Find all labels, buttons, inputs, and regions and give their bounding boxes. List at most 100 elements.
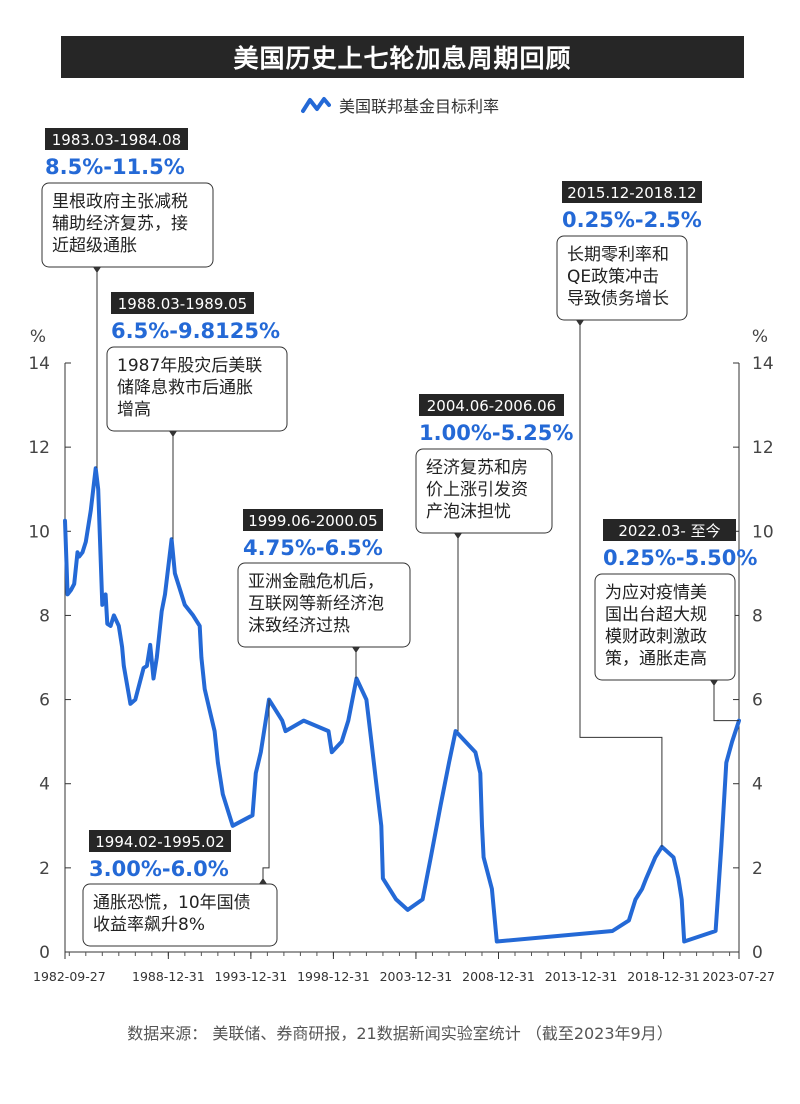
period-label: 1999.06-2000.05: [248, 512, 377, 530]
period-label: 1994.02-1995.02: [95, 833, 224, 851]
y-unit-left: %: [30, 327, 46, 347]
annotation-note-line: 长期零利率和: [567, 245, 669, 265]
x-tick-label: 1998-12-31: [297, 969, 370, 984]
x-tick-label: 2008-12-31: [462, 969, 535, 984]
y-tick-label-right: 6: [752, 691, 763, 711]
y-tick-label-left: 4: [39, 775, 50, 795]
annotation-group-1: 1983.03-1984.08 8.5%-11.5% 里根政府主张减税辅助经济复苏，…: [41, 128, 214, 469]
y-tick-label-right: 2: [752, 859, 763, 879]
x-tick-label: 1982-09-27: [33, 969, 106, 984]
y-tick-label-right: 8: [752, 606, 763, 626]
y-tick-label-right: 10: [752, 522, 774, 542]
annotation-note: 通胀恐慌，10年国债收益率飙升8%: [93, 893, 251, 935]
annotation-note-line: QE政策冲击: [567, 267, 659, 287]
period-label: 2004.06-2006.06: [427, 397, 556, 415]
connector-pointer: [259, 878, 267, 884]
annotation-note-line: 储降息救市后通胀: [117, 378, 253, 398]
zigzag-line-icon: [300, 97, 331, 113]
y-tick-label-right: 0: [752, 943, 763, 963]
annotation-note-line: 近超级通胀: [52, 236, 137, 256]
period-tag: [111, 292, 254, 314]
annotation-note-line: 收益率飙升8%: [93, 915, 205, 935]
connector-pointer: [93, 267, 101, 273]
rate-range-label: 1.00%-5.25%: [419, 421, 573, 445]
annotation-connector: [713, 680, 739, 722]
x-tick-label: 2023-07-27: [702, 969, 775, 984]
annotation-box: [415, 448, 553, 534]
x-tick-label: 2003-12-31: [380, 969, 453, 984]
annotation-note-line: 1987年股灾后美联: [117, 356, 262, 376]
annotation-note: 长期零利率和 QE政策冲击导致债务增长: [567, 245, 669, 309]
annotation-note-line: 模财政刺激政: [605, 627, 707, 647]
annotation-group-6: 2015.12-2018.12 0.25%-2.5% 长期零利率和 QE政策冲击导致债…: [556, 181, 702, 847]
annotation-note: 1987年股灾后美联储降息救市后通胀增高: [117, 356, 262, 420]
legend-label: 美国联邦基金目标利率: [338, 97, 499, 116]
x-tick-label: 2013-12-31: [545, 969, 618, 984]
annotation-note-line: 价上涨引发资: [426, 480, 528, 500]
y-tick-label-left: 10: [28, 522, 50, 542]
annotation-note-line: 互联网等新经济泡: [248, 594, 384, 614]
annotation-note-line: 产泡沫担忧: [426, 502, 511, 522]
annotation-connector: [579, 320, 663, 847]
annotation-note-line: 策，通胀走高: [605, 649, 707, 669]
annotation-box: [41, 182, 214, 268]
y-unit-right: %: [752, 327, 768, 347]
annotation-note-line: 国出台超大规: [605, 605, 707, 625]
period-label: 1983.03-1984.08: [52, 131, 181, 149]
annotation-connector: [262, 699, 270, 884]
period-tag: [45, 128, 188, 150]
y-tick-label-right: 12: [752, 438, 774, 458]
chart-legend: 美国联邦基金目标利率: [0, 93, 800, 117]
period-tag: [243, 509, 383, 531]
x-tick-label: 1988-12-31: [132, 969, 205, 984]
annotation-note-line: 增高: [117, 400, 151, 420]
rate-range-label: 0.25%-2.5%: [562, 208, 702, 232]
annotation-group-3: 1994.02-1995.02 3.00%-6.0% 通胀恐慌，10年国债收益率飙升…: [82, 699, 278, 947]
y-tick-label-left: 0: [39, 943, 50, 963]
annotation-note-line: 经济复苏和房: [426, 458, 528, 478]
annotation-group-5: 2004.06-2006.06 1.00%-5.25% 经济复苏和房价上涨引发资产泡…: [415, 394, 573, 732]
annotation-box: [556, 235, 688, 321]
y-tick-label-left: 12: [28, 438, 50, 458]
annotation-group-4: 1999.06-2000.05 4.75%-6.5% 亚洲金融危机后，互联网等新经济…: [237, 509, 411, 679]
period-tag: [419, 394, 564, 416]
connector-pointer: [576, 320, 584, 326]
annotation-note: 经济复苏和房价上涨引发资产泡沫担忧: [426, 458, 528, 522]
annotation-note: 亚洲金融危机后，互联网等新经济泡沫致经济过热: [248, 572, 384, 636]
annotation-box: [106, 346, 288, 432]
annotation-group-7: 2022.03- 至今 0.25%-5.50% 为应对疫情美国出台超大规模财政刺激政…: [594, 519, 757, 722]
annotation-note-line: 沫致经济过热: [248, 616, 350, 636]
annotation-group-2: 1988.03-1989.05 6.5%-9.8125% 1987年股灾后美联储降息…: [106, 292, 288, 540]
y-tick-label-right: 4: [752, 775, 763, 795]
rate-range-label: 8.5%-11.5%: [45, 155, 185, 179]
annotation-note: 为应对疫情美国出台超大规模财政刺激政策，通胀走高: [605, 583, 707, 669]
annotation-note: 里根政府主张减税辅助经济复苏，接近超级通胀: [52, 192, 188, 256]
annotation-note-line: 辅助经济复苏，接: [52, 214, 188, 234]
y-tick-label-left: 14: [28, 354, 50, 374]
connector-pointer: [169, 431, 177, 437]
annotation-box: [237, 562, 411, 648]
connector-pointer: [352, 647, 360, 653]
line-chart: % % 0 0 2 2 4 4 6 6 8 8 10 10 12 12 14 14 1982-09-27 1988-1…: [28, 128, 775, 984]
rate-range-label: 3.00%-6.0%: [89, 857, 229, 881]
annotation-box: [594, 573, 736, 681]
series-line-fed-funds-rate: [63, 466, 741, 944]
period-label: 2022.03- 至今: [618, 522, 720, 540]
annotation-note-line: 导致债务增长: [567, 289, 669, 309]
rate-range-label: 4.75%-6.5%: [243, 536, 383, 560]
period-label: 1988.03-1989.05: [118, 295, 247, 313]
period-tag: [89, 830, 231, 852]
data-source-note: 数据来源： 美联储、券商研报，21数据新闻实验室统计 （截至2023年9月）: [127, 1024, 673, 1043]
rate-range-label: 6.5%-9.8125%: [111, 319, 280, 343]
chart-title: 美国历史上七轮加息周期回顾: [61, 36, 744, 78]
annotation-note-line: 通胀恐慌，10年国债: [93, 893, 251, 913]
y-tick-label-left: 8: [39, 606, 50, 626]
annotation-note-line: 亚洲金融危机后，: [248, 572, 384, 592]
annotation-box: [82, 883, 278, 947]
period-tag: [562, 181, 702, 203]
rate-range-label: 0.25%-5.50%: [603, 546, 757, 570]
annotation-note-line: 里根政府主张减税: [52, 192, 188, 212]
y-tick-label-left: 6: [39, 691, 50, 711]
period-tag: [603, 519, 736, 541]
connector-pointer: [454, 533, 462, 539]
